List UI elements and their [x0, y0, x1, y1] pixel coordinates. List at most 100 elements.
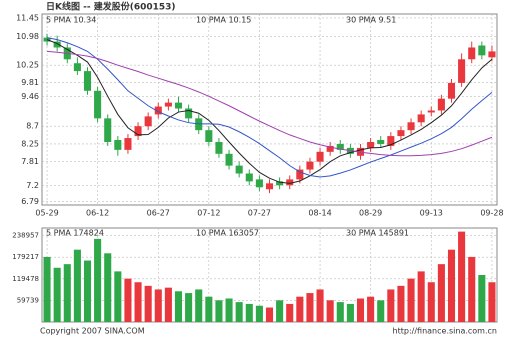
volume-bar	[387, 289, 395, 322]
volume-bar	[195, 289, 203, 322]
volume-bar	[296, 296, 304, 322]
v-tick-label: 238957	[12, 232, 39, 240]
volume-bar	[174, 291, 183, 322]
volume-bar	[235, 302, 243, 322]
candle-body	[458, 59, 466, 83]
candle-body	[468, 47, 476, 60]
volume-bar	[144, 285, 152, 322]
candle-body	[83, 71, 92, 91]
y-tick-label: 8.7	[26, 122, 39, 131]
volume-bar	[397, 285, 405, 322]
candle-body	[255, 179, 263, 188]
candle-body	[265, 183, 274, 190]
volume-bar	[63, 264, 71, 322]
candle-body	[377, 140, 385, 144]
volume-bar	[134, 282, 142, 322]
volume-bar	[114, 271, 122, 322]
candle-body	[124, 138, 132, 150]
candle-body	[174, 102, 183, 109]
volume-bar	[73, 249, 81, 322]
candle-body	[94, 90, 102, 119]
volume-bar	[407, 278, 415, 322]
ma-line	[46, 39, 493, 184]
candle-body	[367, 141, 375, 148]
candle-body	[316, 151, 324, 162]
x-tick-label: 05-29	[35, 209, 58, 218]
candle-body	[53, 41, 61, 48]
volume-bar	[427, 282, 435, 322]
legend-entry: 10 PMA 10.15	[196, 16, 251, 25]
volume-bar	[367, 296, 375, 322]
y-tick-label: 9.46	[21, 92, 39, 101]
chart-title: 日K线图 -- 建发股份(600153)	[46, 1, 176, 13]
candle-body	[205, 130, 213, 142]
x-tick-label: 06-12	[86, 209, 109, 218]
candle-body	[437, 98, 445, 111]
volume-bar	[225, 298, 233, 322]
candle-body	[144, 116, 152, 127]
volume-bar	[377, 300, 385, 322]
candle-body	[276, 181, 284, 186]
v-tick-label: 119478	[12, 275, 39, 283]
volume-bar	[265, 307, 274, 322]
candle-body	[488, 51, 496, 58]
x-tick-label: 08-14	[308, 209, 331, 218]
x-tick-label: 09-13	[420, 209, 443, 218]
volume-bar	[458, 231, 466, 322]
volume-bar	[286, 303, 294, 322]
y-tick-label: 8.25	[21, 139, 39, 148]
volume-bar	[215, 300, 223, 322]
volume-bar	[276, 300, 284, 322]
candle-body	[245, 173, 253, 182]
candle-body	[154, 106, 162, 115]
footer: Copyright 2007 SINA.COM	[40, 327, 145, 336]
volume-bar	[306, 293, 314, 322]
volume-legend: 5 PMA 174824	[46, 229, 104, 238]
y-tick-label: 10.98	[16, 32, 39, 41]
volume-bar	[245, 303, 253, 322]
candle-body	[296, 169, 304, 180]
volume-bar	[356, 298, 365, 322]
volume-bar	[154, 289, 162, 322]
candle-body	[306, 161, 314, 170]
candle-body	[185, 108, 193, 119]
volume-bar	[447, 249, 456, 322]
y-tick-label: 11.45	[16, 13, 39, 22]
volume-bar	[336, 302, 344, 322]
ma-line	[46, 37, 493, 178]
legend-entry: 30 PMA 9.51	[346, 16, 396, 25]
y-tick-label: 10.25	[16, 61, 39, 70]
candle-body	[73, 63, 81, 72]
volume-bar	[488, 282, 496, 322]
candle-body	[407, 122, 415, 131]
candle-body	[387, 136, 395, 146]
volume-bar	[83, 260, 92, 322]
candle-body	[134, 126, 142, 137]
candle-body	[427, 110, 435, 113]
price-frame	[41, 13, 498, 206]
candle-body	[417, 114, 425, 123]
volume-bar	[185, 293, 193, 322]
candle-body	[336, 143, 344, 150]
v-tick-label: 59739	[17, 296, 39, 304]
candle-body	[215, 141, 223, 154]
candle-body	[235, 165, 243, 174]
volume-bar	[437, 264, 445, 322]
v-tick-label: 179217	[12, 253, 39, 261]
candle-body	[447, 82, 456, 99]
volume-bar	[346, 303, 354, 322]
candle-body	[397, 130, 405, 137]
volume-bar	[326, 300, 334, 322]
x-tick-label: 06-27	[147, 209, 170, 218]
candle-body	[104, 118, 112, 142]
volume-bar	[255, 305, 263, 322]
volume-bar	[316, 289, 324, 322]
legend-entry: 5 PMA 10.34	[46, 16, 96, 25]
volume-bar	[53, 267, 61, 322]
ma-line	[47, 50, 493, 157]
candle-body	[478, 45, 486, 56]
volume-legend: 10 PMA 163057	[196, 229, 259, 238]
x-tick-label: 07-27	[248, 209, 271, 218]
y-tick-label: 6.79	[21, 197, 39, 206]
